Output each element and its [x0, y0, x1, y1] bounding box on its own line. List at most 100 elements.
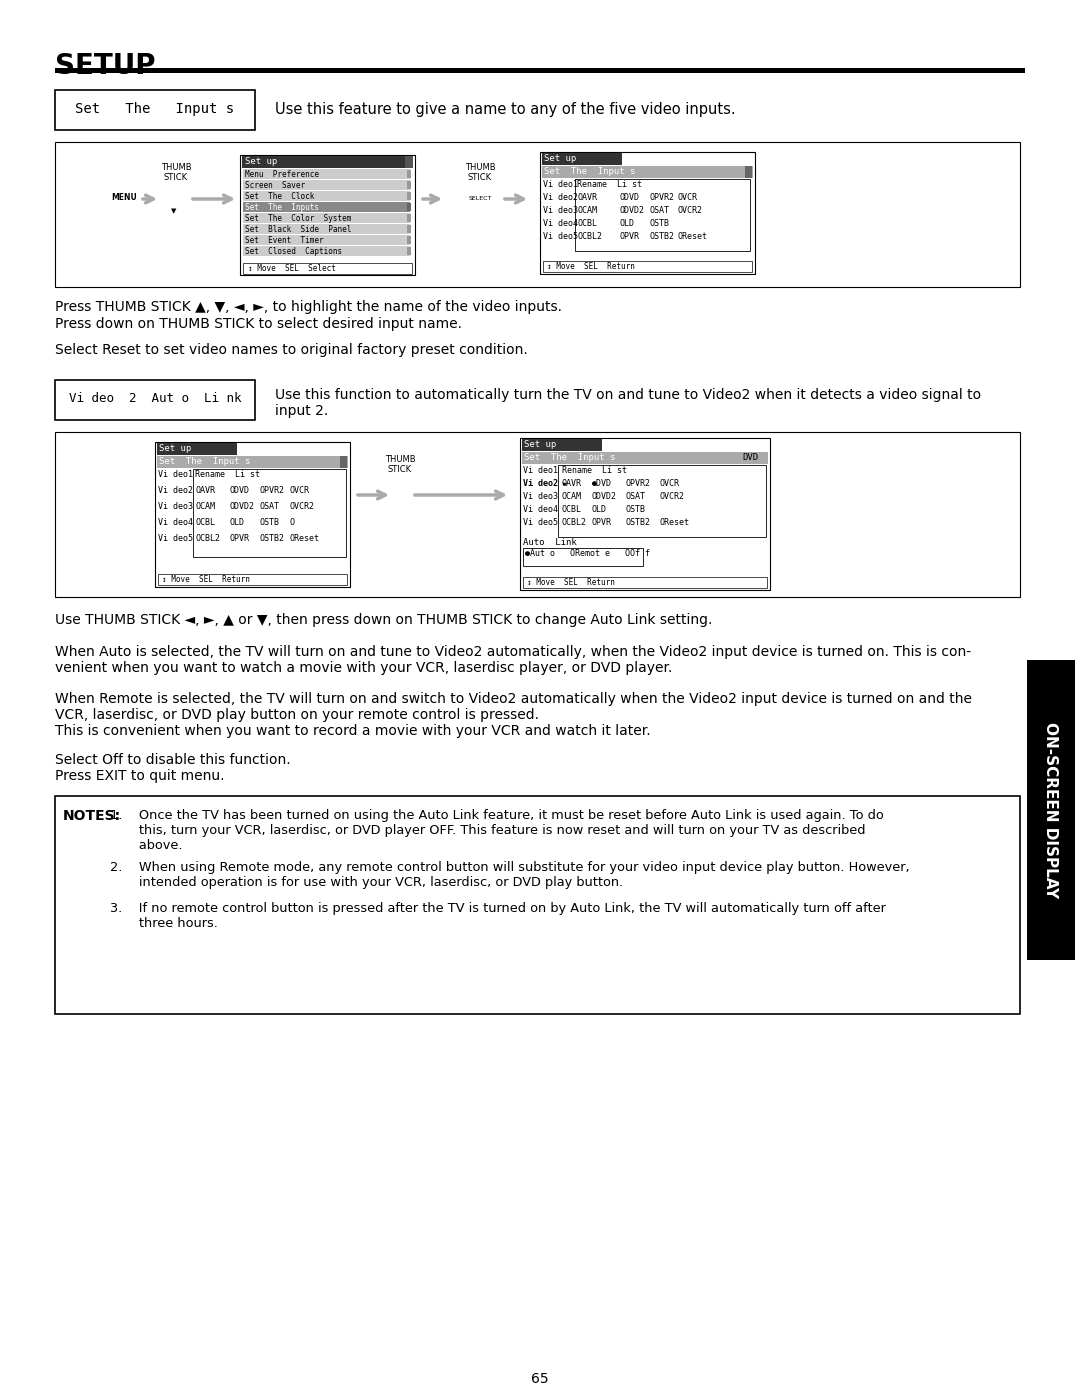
Text: Press EXIT to quit menu.: Press EXIT to quit menu. [55, 768, 225, 782]
Bar [542, 166, 753, 177]
Text: Use THUMB STICK ◄, ►, ▲ or ▼, then press down on THUMB STICK to change Auto Link: Use THUMB STICK ◄, ►, ▲ or ▼, then press… [55, 613, 713, 627]
Bar [523, 548, 643, 566]
Text: Select Off to disable this function.: Select Off to disable this function. [55, 753, 291, 767]
Text: Vi deo1: Vi deo1 [543, 180, 578, 189]
Text: ↕ Move  SEL  Return: ↕ Move SEL Return [546, 263, 635, 271]
Text: Set  Closed  Captions: Set Closed Captions [245, 247, 342, 256]
Text: Vi deo5: Vi deo5 [158, 534, 193, 543]
Text: ●DVD: ●DVD [592, 479, 612, 488]
Text: Rename  Li st: Rename Li st [577, 180, 642, 189]
Bar [157, 455, 348, 468]
Bar [158, 574, 347, 585]
Text: When Auto is selected, the TV will turn on and tune to Video2 automatically, whe: When Auto is selected, the TV will turn … [55, 645, 971, 659]
Text: Press down on THUMB STICK to select desired input name.: Press down on THUMB STICK to select desi… [55, 317, 462, 331]
Text: OReset: OReset [678, 232, 708, 242]
Text: 3.    If no remote control button is pressed after the TV is turned on by Auto L: 3. If no remote control button is presse… [110, 902, 886, 915]
Text: OPVR: OPVR [592, 518, 612, 527]
Text: THUMB
STICK: THUMB STICK [384, 455, 416, 475]
Text: Set  The  Input s: Set The Input s [544, 168, 635, 176]
Text: this, turn your VCR, laserdisc, or DVD player OFF. This feature is now reset and: this, turn your VCR, laserdisc, or DVD p… [110, 824, 865, 837]
Text: OSAT: OSAT [649, 205, 669, 215]
Bar [407, 203, 411, 211]
Text: ODVD2: ODVD2 [592, 492, 617, 502]
Text: Auto  Link: Auto Link [523, 538, 577, 548]
Bar [405, 156, 413, 168]
Text: Rename  Li st: Rename Li st [195, 469, 260, 479]
Text: This is convenient when you want to record a movie with your VCR and watch it la: This is convenient when you want to reco… [55, 724, 650, 738]
Text: ↕ Move  SEL  Return: ↕ Move SEL Return [162, 576, 249, 584]
Text: Vi deo3: Vi deo3 [543, 205, 578, 215]
Text: Vi deo2: Vi deo2 [543, 193, 578, 203]
Text: Set up: Set up [544, 154, 577, 163]
Text: ON-SCREEN DISPLAY: ON-SCREEN DISPLAY [1043, 722, 1058, 898]
Bar [55, 796, 1020, 1014]
Text: Rename  Li st: Rename Li st [562, 467, 627, 475]
Text: Vi deo2 ►: Vi deo2 ► [523, 479, 568, 488]
Text: OVCR: OVCR [660, 479, 680, 488]
Text: SELECT: SELECT [469, 196, 491, 201]
Text: input 2.: input 2. [275, 404, 328, 418]
Text: three hours.: three hours. [110, 916, 218, 930]
Text: Vi deo5: Vi deo5 [543, 232, 578, 242]
Text: THUMB
STICK: THUMB STICK [464, 163, 496, 183]
Text: 65: 65 [531, 1372, 549, 1386]
Bar [1027, 659, 1075, 960]
Text: OCBL: OCBL [562, 504, 582, 514]
Text: Vi deo2: Vi deo2 [158, 486, 193, 495]
Bar [575, 179, 750, 251]
Bar [55, 142, 1020, 286]
Text: Vi deo3: Vi deo3 [158, 502, 193, 511]
Bar [243, 246, 410, 256]
Bar [243, 212, 410, 224]
Text: Vi deo  2  Aut o  Li nk: Vi deo 2 Aut o Li nk [69, 393, 241, 405]
Text: OPVR2: OPVR2 [625, 479, 650, 488]
Text: OSTB2: OSTB2 [649, 232, 674, 242]
Text: Set  The  Color  System: Set The Color System [245, 214, 351, 224]
Bar [407, 225, 411, 233]
Text: MENU: MENU [111, 193, 137, 203]
Bar [55, 68, 1025, 73]
Text: Set  Black  Side  Panel: Set Black Side Panel [245, 225, 351, 235]
Text: Set up: Set up [159, 444, 191, 453]
Text: OReset: OReset [660, 518, 690, 527]
Text: OVCR2: OVCR2 [660, 492, 685, 502]
Bar [55, 432, 1020, 597]
Text: OCAM: OCAM [577, 205, 597, 215]
Ellipse shape [389, 478, 411, 511]
Text: OAVR: OAVR [195, 486, 215, 495]
Text: OPVR2: OPVR2 [649, 193, 674, 203]
Text: Set  The  Inputs: Set The Inputs [245, 203, 319, 212]
Text: OCBL: OCBL [577, 219, 597, 228]
Text: Use this function to automatically turn the TV on and tune to Video2 when it det: Use this function to automatically turn … [275, 388, 981, 402]
Bar [542, 154, 622, 165]
Text: Menu  Preference: Menu Preference [245, 170, 319, 179]
Text: Select Reset to set video names to original factory preset condition.: Select Reset to set video names to origi… [55, 344, 528, 358]
Text: OVCR2: OVCR2 [678, 205, 703, 215]
Text: Press THUMB STICK ▲, ▼, ◄, ►, to highlight the name of the video inputs.: Press THUMB STICK ▲, ▼, ◄, ►, to highlig… [55, 300, 562, 314]
Bar [407, 236, 411, 244]
Text: OSTB2: OSTB2 [260, 534, 285, 543]
Text: 1.    Once the TV has been turned on using the Auto Link feature, it must be res: 1. Once the TV has been turned on using … [110, 809, 883, 821]
Text: OSTB2: OSTB2 [625, 518, 650, 527]
Text: ↕ Move  SEL  Select: ↕ Move SEL Select [248, 264, 336, 272]
Bar [55, 380, 255, 420]
Text: VCR, laserdisc, or DVD play button on your remote control is pressed.: VCR, laserdisc, or DVD play button on yo… [55, 708, 539, 722]
Text: ▼: ▼ [172, 208, 177, 214]
Text: OLD: OLD [619, 219, 634, 228]
Bar [243, 224, 410, 235]
Text: Set up: Set up [524, 440, 556, 448]
Bar [522, 453, 768, 464]
Bar [407, 182, 411, 189]
Text: Vi deo4: Vi deo4 [158, 518, 193, 527]
Bar [407, 191, 411, 200]
Text: SETUP: SETUP [55, 52, 156, 80]
Bar [243, 203, 410, 212]
Text: OVCR: OVCR [291, 486, 310, 495]
Text: OReset: OReset [291, 534, 320, 543]
Text: Set up: Set up [245, 156, 278, 166]
Text: OPVR: OPVR [230, 534, 249, 543]
Bar [558, 465, 766, 536]
Bar [193, 469, 346, 557]
Text: OSTB: OSTB [649, 219, 669, 228]
Bar [543, 261, 752, 272]
